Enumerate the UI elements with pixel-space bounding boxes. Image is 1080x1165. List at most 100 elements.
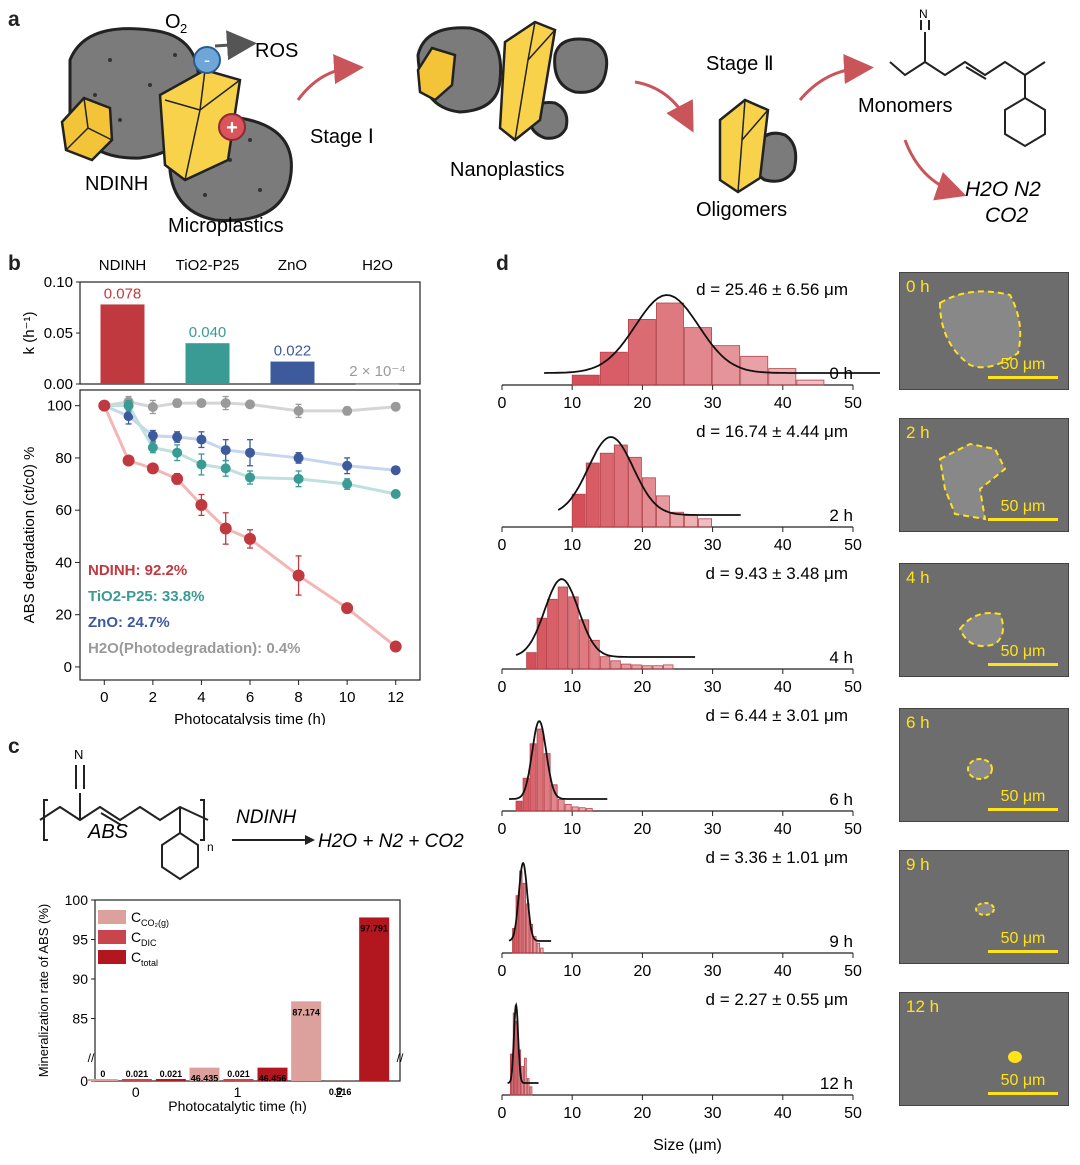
sem-scale-bar: 50 μm [988, 1072, 1058, 1095]
data-point-TiO2-P25 [220, 463, 231, 474]
bar-value-label: 46.435 [191, 1074, 219, 1084]
sem-image-4h: 4 h 50 μm [899, 563, 1069, 677]
abs-label: ABS [87, 821, 129, 843]
reagent-label: NDINH [236, 807, 296, 828]
y-axis-label: Mineralization rate of ABS (%) [36, 904, 51, 1077]
histogram-bar [547, 598, 558, 670]
bar-category-label: H2O [362, 257, 393, 274]
products-line-1: H2O N2 [965, 178, 1041, 201]
stage1-label: Stage Ⅰ [310, 126, 374, 148]
bar-NDINH [100, 304, 145, 384]
data-point-ZnO [147, 430, 158, 441]
histogram-bar [529, 1086, 533, 1096]
legend-label: C [131, 909, 141, 925]
bar-TiO2-P25 [185, 343, 230, 384]
histogram-bar [568, 596, 579, 670]
ndinh-crystal [416, 46, 457, 102]
gaussian-fit [544, 294, 880, 374]
y-tick-label: 85 [72, 1011, 88, 1027]
histogram-bar [578, 619, 590, 670]
o2-sub: 2 [180, 21, 187, 36]
data-point-H2O(Photodegradation) [390, 401, 401, 412]
data-point-TiO2-P25 [123, 400, 134, 411]
histogram-bar [589, 639, 600, 670]
bar-H2O [355, 383, 400, 385]
nanoplastics-label: Nanoplastics [450, 159, 565, 181]
y-tick-label: 0 [64, 659, 72, 676]
time-label: 4 h [829, 648, 853, 667]
axis-break: // [88, 1051, 95, 1065]
histogram-bar [522, 882, 526, 954]
x-tick-label: 0 [498, 1105, 507, 1122]
histogram-bar [641, 665, 653, 670]
sem-scale-bar: 50 μm [988, 356, 1058, 379]
histogram-bar [557, 799, 565, 812]
x-axis-label: Size (μm) [653, 1137, 722, 1154]
products-label: H2O + N2 + CO2 [318, 831, 464, 852]
y-tick-label: 40 [55, 554, 72, 571]
bar-value-label: 0.021 [126, 1069, 149, 1079]
data-point-NDINH [244, 532, 256, 545]
x-tick-label: 40 [774, 537, 792, 554]
histogram-bar [526, 652, 537, 670]
legend-subscript: CO₂(g) [141, 918, 169, 928]
data-point-H2O(Photodegradation) [245, 399, 255, 410]
y-tick-label: 0.10 [44, 274, 73, 291]
sem-image-2h: 2 h 50 μm [899, 418, 1069, 532]
x-tick-label: 0 [132, 1084, 140, 1100]
x-tick-label: 2 [149, 689, 157, 706]
legend-label: C [131, 929, 141, 945]
histogram-bar [536, 942, 541, 954]
histogram-bar [533, 936, 537, 954]
bar-value-label: 87.174 [292, 1007, 320, 1017]
histogram-bar [670, 511, 684, 528]
histogram-bar [599, 351, 628, 386]
legend-ZnO: ZnO: 24.7% [88, 614, 170, 631]
products-line-2: CO2 [985, 204, 1029, 227]
y-tick-label: 20 [55, 607, 72, 624]
panel-label-d: d [496, 252, 509, 275]
panel-label-a: a [8, 8, 20, 31]
time-label: 9 h [829, 932, 853, 951]
x-tick-label: 30 [704, 395, 722, 412]
histogram-bar [663, 664, 674, 670]
legend-swatch [98, 910, 126, 924]
legend-swatch [98, 950, 126, 964]
y-tick-label: 0.05 [44, 325, 73, 342]
histogram-bar [578, 807, 586, 812]
data-point-TiO2-P25 [172, 447, 183, 458]
legend-label: C [131, 949, 141, 965]
bar-C_total [155, 1079, 186, 1081]
gaussian-fit [557, 436, 741, 516]
axis-break: // [397, 1051, 404, 1065]
monomer-nitrile-n: N [919, 7, 928, 21]
histogram-bar [536, 728, 544, 812]
data-point-ZnO [172, 432, 183, 443]
bar-value-label: 0.078 [104, 285, 142, 302]
ros-label: ROS [255, 40, 298, 62]
x-tick-label: 40 [774, 395, 792, 412]
y-tick-label: 0 [80, 1073, 88, 1089]
bar-C_CO2(g) [189, 1067, 220, 1081]
x-tick-label: 10 [563, 821, 581, 838]
x-tick-label: 50 [844, 1105, 862, 1122]
data-point-NDINH [389, 640, 402, 653]
x-tick-label: 30 [704, 821, 722, 838]
bar-value-label: 0 [100, 1069, 105, 1079]
time-label: 0 h [829, 364, 853, 383]
x-tick-label: 4 [197, 689, 205, 706]
bar-C_total [359, 917, 390, 1081]
sem-scale-bar: 50 μm [988, 930, 1058, 953]
sem-scale-bar: 50 μm [988, 498, 1058, 521]
data-point-H2O(Photodegradation) [342, 405, 353, 416]
x-tick-label: 8 [294, 689, 302, 706]
histogram-bar [571, 806, 579, 812]
bar-C_total [257, 1067, 288, 1081]
bar-category-label: NDINH [99, 257, 147, 274]
bar-C_DIC [223, 1079, 254, 1081]
bar-value-label: 2 × 10⁻⁴ [349, 363, 405, 380]
series-line-NDINH [102, 405, 397, 648]
data-point-ZnO [342, 460, 353, 471]
histogram-bar [599, 656, 611, 670]
x-tick-label: 20 [634, 821, 652, 838]
